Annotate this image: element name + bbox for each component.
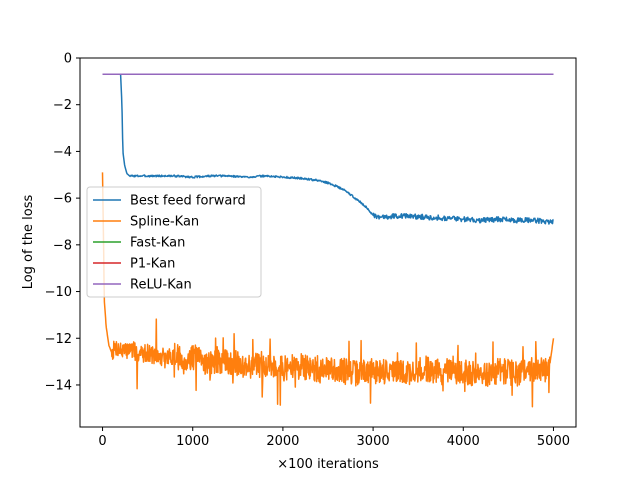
y-axis-label: Log of the loss xyxy=(21,194,36,289)
plot-area xyxy=(101,73,555,408)
legend-entry: Fast-Kan xyxy=(130,236,185,251)
axes-frame xyxy=(79,57,577,428)
x-tick-label: 0 xyxy=(98,434,106,449)
legend-entry: P1-Kan xyxy=(130,257,175,272)
legend-entry: Spline-Kan xyxy=(130,215,199,230)
series-line-spline-kan xyxy=(101,172,555,408)
y-tick-label: −8 xyxy=(53,238,72,253)
y-tick-label: 0 xyxy=(64,52,72,67)
x-axis-label: ×100 iterations xyxy=(277,457,379,472)
legend: Best feed forward Spline-Kan Fast-Kan P1-Ka… xyxy=(86,186,262,298)
legend-entry: ReLU-Kan xyxy=(130,278,192,293)
series-line-best-feed-forward xyxy=(102,73,554,225)
y-tick-label: −10 xyxy=(45,285,72,300)
y-tick-label: −14 xyxy=(45,378,72,393)
x-tick-label: 1000 xyxy=(176,434,209,449)
y-tick-label: −6 xyxy=(53,192,72,207)
x-tick-label: 3000 xyxy=(357,434,390,449)
x-tick-label: 5000 xyxy=(537,434,570,449)
y-tick-label: −4 xyxy=(53,145,72,160)
x-tick-label: 2000 xyxy=(266,434,299,449)
x-axis: 0 1000 2000 3000 4000 5000 xyxy=(98,427,570,449)
legend-entry: Best feed forward xyxy=(130,194,246,209)
legend-box xyxy=(86,186,262,298)
y-tick-label: −12 xyxy=(45,332,72,347)
y-tick-label: −2 xyxy=(53,98,72,113)
x-tick-label: 4000 xyxy=(447,434,480,449)
y-axis: 0 −2 −4 −6 −8 −10 −12 −14 xyxy=(45,52,80,393)
